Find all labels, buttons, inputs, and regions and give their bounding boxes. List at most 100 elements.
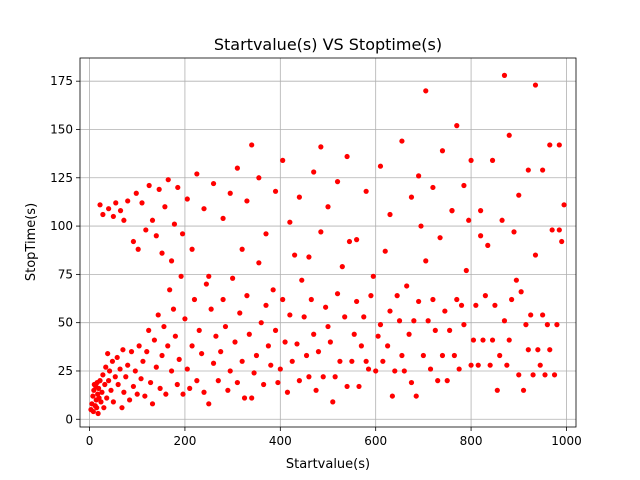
data-point [470, 337, 477, 343]
data-point [91, 387, 97, 393]
data-point [256, 175, 262, 181]
data-point [342, 314, 348, 320]
data-point [168, 258, 175, 264]
data-point [404, 283, 410, 289]
data-point [130, 238, 137, 245]
data-point [176, 356, 182, 362]
data-point [475, 362, 481, 368]
data-point [454, 296, 460, 303]
data-point [132, 368, 138, 374]
data-point [406, 331, 412, 337]
data-point [416, 173, 422, 179]
data-point [112, 374, 118, 380]
axis-ticks: 0 200 400 600 800 1000 0 25 50 75 100 125 150 175 [50, 74, 582, 448]
data-point [105, 350, 111, 357]
data-point [287, 312, 293, 318]
y-tick-label: 75 [58, 267, 73, 281]
data-point [196, 327, 202, 333]
data-point [272, 327, 279, 333]
data-point [275, 379, 281, 386]
data-point [244, 198, 250, 204]
data-point [287, 219, 293, 225]
data-point [468, 362, 474, 368]
data-point [337, 358, 343, 364]
data-point [157, 385, 163, 391]
data-point [149, 217, 156, 223]
data-point [258, 320, 264, 326]
data-point [513, 277, 519, 283]
data-point [349, 358, 355, 364]
data-point [100, 372, 106, 378]
data-point [523, 322, 529, 328]
data-point [544, 322, 550, 328]
data-point [161, 323, 167, 330]
data-point [251, 370, 257, 376]
data-point [306, 374, 312, 380]
data-point [239, 358, 245, 364]
data-point [311, 169, 317, 175]
data-point [551, 372, 558, 378]
data-point [156, 186, 162, 192]
data-point [478, 208, 484, 214]
data-point [109, 358, 116, 364]
data-point [227, 368, 233, 374]
chart-title: Startvalue(s) VS Stoptime(s) [214, 35, 442, 54]
data-point [225, 387, 231, 393]
data-point [199, 350, 205, 357]
x-tick-label: 800 [460, 434, 483, 448]
data-point [249, 142, 255, 148]
data-point [377, 322, 384, 328]
data-point [189, 246, 195, 252]
data-point [187, 385, 193, 391]
data-point [146, 327, 152, 333]
data-point [121, 217, 127, 223]
data-point [174, 381, 180, 388]
data-point [102, 381, 108, 388]
data-point [299, 277, 305, 283]
data-point [344, 383, 350, 390]
data-point [135, 246, 141, 252]
data-point [370, 273, 376, 279]
data-point [449, 208, 455, 214]
data-point [90, 408, 96, 415]
data-point [165, 343, 171, 349]
data-point [354, 237, 360, 243]
plot-frame [79, 57, 577, 428]
data-point [151, 337, 157, 343]
y-tick-label: 125 [50, 171, 73, 185]
data-point [501, 318, 508, 324]
data-point [263, 302, 269, 308]
data-point [244, 293, 250, 299]
data-point [115, 381, 121, 388]
data-point [442, 308, 448, 314]
data-point [473, 302, 479, 308]
y-tick-label: 50 [58, 316, 73, 330]
data-point [437, 235, 443, 241]
data-point [516, 372, 522, 378]
y-tick-label: 100 [50, 219, 73, 233]
data-point [99, 389, 105, 395]
data-point [323, 304, 329, 310]
data-point [292, 252, 298, 258]
y-tick-label: 175 [50, 74, 73, 88]
data-point [249, 395, 255, 401]
data-point [506, 132, 512, 138]
data-point [423, 88, 429, 94]
data-point [175, 184, 181, 191]
data-point [90, 393, 96, 399]
data-point [101, 405, 107, 411]
data-point [401, 368, 407, 374]
x-tick-label: 0 [86, 434, 94, 448]
data-point [518, 289, 524, 295]
data-point [423, 258, 429, 264]
data-point [447, 327, 453, 333]
data-point [96, 385, 102, 391]
data-point [358, 343, 364, 349]
data-point [301, 314, 307, 320]
data-point [144, 349, 150, 355]
data-point [106, 206, 112, 212]
data-point [525, 167, 531, 173]
data-point [234, 379, 240, 386]
data-points [88, 72, 567, 417]
